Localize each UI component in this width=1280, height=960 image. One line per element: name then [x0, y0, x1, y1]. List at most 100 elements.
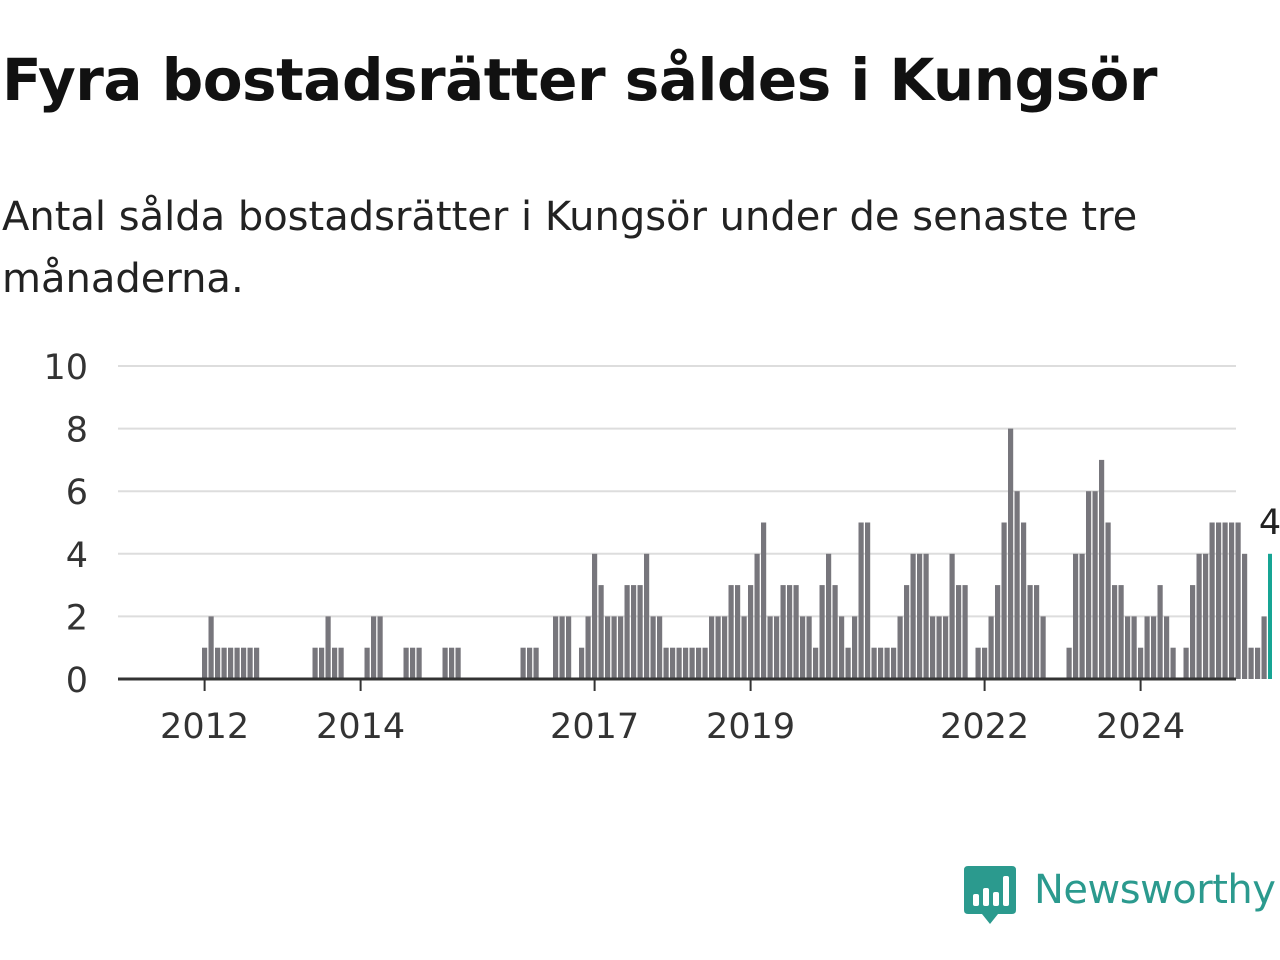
bar [1229, 522, 1235, 679]
bar [1255, 647, 1261, 679]
bar [754, 553, 760, 679]
bar [735, 585, 741, 679]
x-tick-label: 2012 [160, 707, 249, 747]
bar [826, 553, 832, 679]
bar [520, 647, 526, 679]
bar [897, 616, 903, 679]
bar [923, 553, 929, 679]
bar [715, 616, 721, 679]
bar [676, 647, 682, 679]
bar [884, 647, 890, 679]
bar [949, 553, 955, 679]
bar [338, 647, 344, 679]
bar [1151, 616, 1157, 679]
bar [839, 616, 845, 679]
bar [1034, 585, 1040, 679]
bar [1105, 522, 1111, 679]
bar [930, 616, 936, 679]
bar [702, 647, 708, 679]
bar [1216, 522, 1222, 679]
bar [254, 647, 260, 679]
y-tick-label: 10 [43, 348, 88, 388]
bar [319, 647, 325, 679]
bar [1170, 647, 1176, 679]
bar [449, 647, 455, 679]
bar [592, 553, 598, 679]
bar [1235, 522, 1241, 679]
bar [208, 616, 214, 679]
bar [403, 647, 409, 679]
bar [813, 647, 819, 679]
bar [1222, 522, 1228, 679]
bar [624, 585, 630, 679]
bar [1066, 647, 1072, 679]
bar [1086, 491, 1092, 679]
bar [891, 647, 897, 679]
chart-subtitle: Antal sålda bostadsrätter i Kungsör unde… [2, 194, 1138, 302]
bar [1261, 616, 1267, 679]
bar [800, 616, 806, 679]
bar [1196, 553, 1202, 679]
chart-title: Fyra bostadsrätter såldes i Kungsör [2, 46, 1158, 114]
bar [962, 585, 968, 679]
bar [1157, 585, 1163, 679]
x-tick-label: 2017 [550, 707, 639, 747]
bar [377, 616, 383, 679]
y-tick-label: 2 [66, 598, 88, 638]
bar [1079, 553, 1085, 679]
bar [1248, 647, 1254, 679]
x-tick-label: 2014 [316, 707, 405, 747]
bar [221, 647, 227, 679]
bar [241, 647, 247, 679]
newsworthy-chart-bubble-icon [964, 866, 1016, 924]
x-tick-label: 2019 [706, 707, 795, 747]
bar [793, 585, 799, 679]
bar [371, 616, 377, 679]
y-tick-label: 6 [66, 473, 88, 513]
bar [644, 553, 650, 679]
bar [709, 616, 715, 679]
bar [605, 616, 611, 679]
bar [1209, 522, 1215, 679]
bar [585, 616, 591, 679]
bar [982, 647, 988, 679]
bar [728, 585, 734, 679]
x-tick-label: 2022 [940, 707, 1029, 747]
bar [910, 553, 916, 679]
newsworthy-logo: Newsworthy [964, 862, 1276, 926]
bar [670, 647, 676, 679]
bar [228, 647, 234, 679]
bar [533, 647, 539, 679]
bar [865, 522, 871, 679]
bar [975, 647, 981, 679]
bar [1190, 585, 1196, 679]
bar [988, 616, 994, 679]
bar [1014, 491, 1020, 679]
bar [787, 585, 793, 679]
bar [1001, 522, 1007, 679]
bar [527, 647, 533, 679]
bar [956, 585, 962, 679]
bar [325, 616, 331, 679]
bar [234, 647, 240, 679]
bar [618, 616, 624, 679]
bar [1118, 585, 1124, 679]
y-tick-label: 8 [66, 411, 88, 451]
bar [767, 616, 773, 679]
bar [579, 647, 585, 679]
bar [598, 585, 604, 679]
y-tick-label: 0 [66, 661, 88, 701]
bar [416, 647, 422, 679]
bar [657, 616, 663, 679]
y-tick-label: 4 [66, 536, 88, 576]
bar [1112, 585, 1118, 679]
bar [1164, 616, 1170, 679]
bar [1092, 491, 1098, 679]
bar [1021, 522, 1027, 679]
bar [1144, 616, 1150, 679]
bar [845, 647, 851, 679]
bar [748, 585, 754, 679]
bar [455, 647, 461, 679]
bar [442, 647, 448, 679]
